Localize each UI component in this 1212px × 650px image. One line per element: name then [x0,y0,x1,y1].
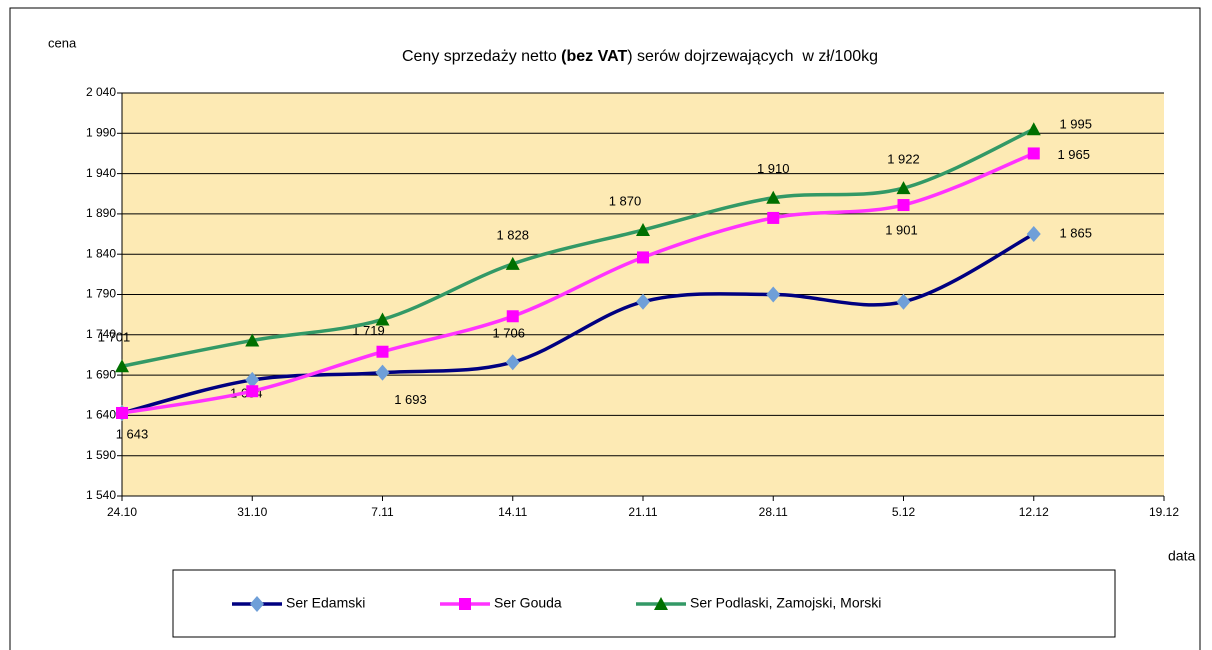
series-line [121,232,1035,415]
marker [505,256,520,270]
title-part: ) serów dojrzewających w zł/100kg [627,48,878,65]
title-part: (bez VAT [561,48,627,65]
x-tick-label: 31.10 [237,505,267,519]
data-label: 1 706 [492,326,525,341]
marker [1026,226,1041,243]
title-part: Ceny sprzedaży netto [402,48,561,65]
marker [376,345,389,358]
data-label: 1 828 [496,227,529,242]
marker [897,199,910,212]
y-tick-label: 1 690 [86,367,116,381]
marker [245,333,260,347]
marker [246,385,259,398]
y-tick-label: 2 040 [86,85,116,99]
data-label: 1 910 [757,161,790,176]
y-tick-label: 1 990 [86,125,116,139]
data-label: 1 995 [1059,117,1092,132]
x-tick-label: 14.11 [498,505,527,519]
legend-label: Ser Gouda [494,595,562,611]
x-tick-label: 24.10 [107,505,137,519]
marker [505,354,520,371]
x-tick-label: 5.12 [892,505,916,519]
data-label: 1 643 [116,426,149,441]
legend-label: Ser Podlaski, Zamojski, Morski [690,595,881,611]
marker [1027,147,1040,160]
marker [115,359,129,373]
data-label: 1 922 [887,152,920,167]
chart-title: Ceny sprzedaży netto (bez VAT) serów doj… [402,48,878,65]
y-tick-label: 1 740 [86,327,116,341]
marker [637,251,649,264]
x-tick-label: 28.11 [759,505,788,519]
y-tick-label: 1 640 [86,408,116,422]
marker [767,211,780,224]
marker [375,364,390,381]
data-label: 1 719 [352,323,385,338]
y-tick-label: 1 540 [86,488,116,502]
data-label: 1 901 [885,222,918,237]
y-tick-label: 1 940 [86,166,116,180]
chart-frame [9,7,1201,650]
data-label: 1 701 [98,330,131,345]
legend-marker [654,597,668,610]
series-line [121,151,1035,415]
marker [896,181,911,195]
data-label: 1 870 [609,193,642,208]
marker [636,293,650,310]
marker [116,406,128,419]
marker [766,190,781,204]
y-axis-label: cena [48,35,77,50]
y-tick-label: 1 840 [86,246,116,260]
data-label: 1 965 [1057,147,1090,162]
x-tick-label: 19.12 [1149,505,1179,519]
x-tick-label: 12.12 [1019,505,1049,519]
series-line [121,127,1035,368]
marker [245,371,260,388]
marker [1026,122,1041,136]
legend-marker [459,598,471,610]
y-tick-label: 1 790 [86,287,116,301]
marker [636,223,650,237]
marker [766,286,781,303]
x-tick-label: 21.11 [628,505,657,519]
data-label: 1 865 [1059,225,1092,240]
x-axis-label: data [1168,548,1195,564]
marker [506,310,519,323]
x-tick-label: 7.11 [371,505,394,519]
y-tick-label: 1 890 [86,206,116,220]
legend-label: Ser Edamski [286,595,365,611]
y-tick-label: 1 590 [86,448,116,462]
data-label: 1 693 [394,392,427,407]
legend-marker [250,596,264,612]
marker [896,293,911,310]
marker [375,312,390,326]
